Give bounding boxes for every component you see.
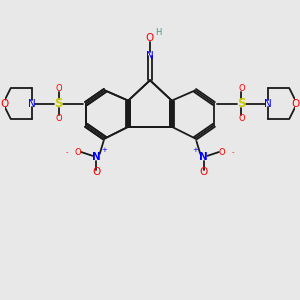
Text: O: O xyxy=(238,114,245,123)
Text: O: O xyxy=(55,114,62,123)
Text: O: O xyxy=(1,98,9,109)
Text: +: + xyxy=(193,147,199,153)
Text: N: N xyxy=(92,152,100,162)
Text: O: O xyxy=(238,84,245,93)
Text: S: S xyxy=(54,97,63,110)
Text: S: S xyxy=(237,97,246,110)
Text: +: + xyxy=(101,147,107,153)
Text: O: O xyxy=(75,148,82,157)
Text: O: O xyxy=(92,167,100,177)
Text: O: O xyxy=(218,148,225,157)
Text: O: O xyxy=(146,33,154,43)
Text: N: N xyxy=(28,98,36,109)
Text: O: O xyxy=(200,167,208,177)
Text: -: - xyxy=(232,149,234,155)
Text: O: O xyxy=(291,98,299,109)
Text: H: H xyxy=(155,28,162,37)
Text: -: - xyxy=(66,149,68,155)
Text: N: N xyxy=(200,152,208,162)
Text: N: N xyxy=(264,98,272,109)
Text: O: O xyxy=(55,84,62,93)
Text: N: N xyxy=(146,51,154,61)
